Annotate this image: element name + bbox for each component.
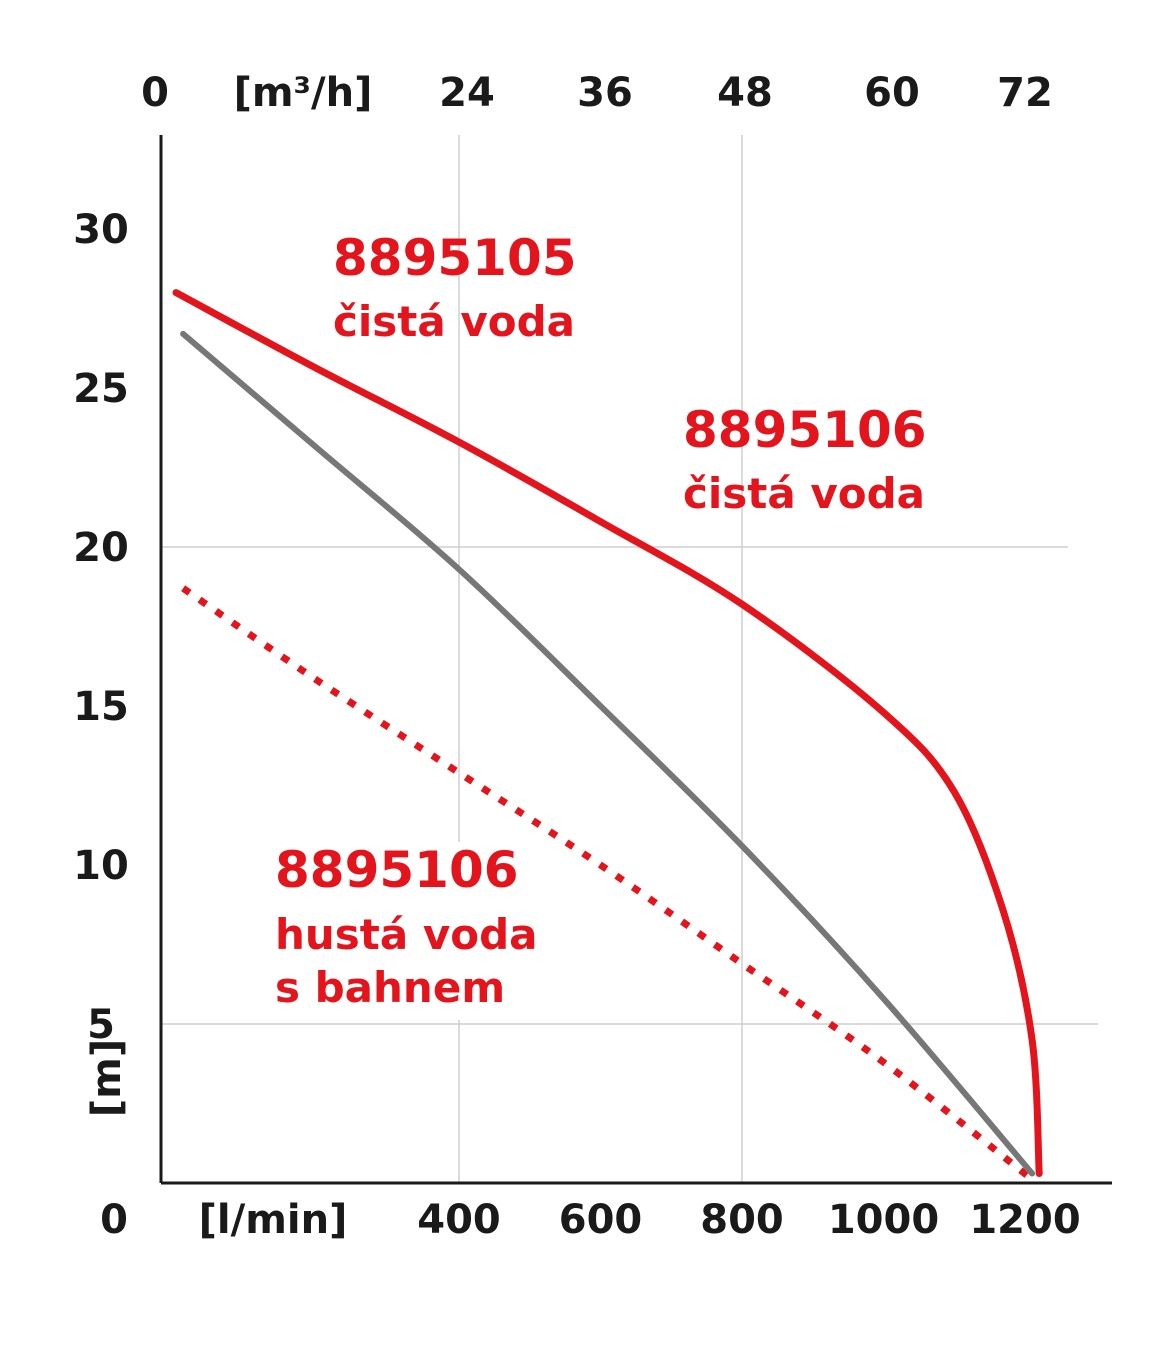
top-tick-48: 48 — [717, 70, 773, 116]
bottom-axis-unit-label: [l/min] — [199, 1197, 348, 1243]
bottom-axis-ticks: 400 600 800 1000 1200 — [417, 1197, 1080, 1243]
label-8895106-clean-desc: čistá voda — [683, 469, 925, 518]
y-tick-10: 10 — [73, 843, 129, 889]
top-axis-unit-label: [m³/h] — [234, 70, 373, 116]
top-tick-24: 24 — [439, 70, 495, 116]
label-8895105-desc: čistá voda — [333, 297, 575, 346]
y-tick-30: 30 — [73, 207, 129, 253]
label-8895106-muddy-desc-line2: s bahnem — [275, 963, 505, 1012]
bottom-tick-600: 600 — [559, 1197, 643, 1243]
bottom-tick-1000: 1000 — [828, 1197, 939, 1243]
top-tick-36: 36 — [577, 70, 633, 116]
y-tick-5: 5 — [87, 1002, 115, 1048]
bottom-tick-400: 400 — [417, 1197, 501, 1243]
top-tick-60: 60 — [864, 70, 920, 116]
top-axis-zero-label: 0 — [141, 70, 169, 116]
label-8895106-muddy-model: 8895106 — [275, 841, 519, 899]
y-axis-ticks: 5 10 15 20 25 30 — [73, 207, 129, 1048]
curve-8895106-muddy-water — [181, 585, 1031, 1180]
top-axis-ticks: 24 36 48 60 72 — [439, 70, 1053, 116]
label-8895106-muddy-desc-line1: hustá voda — [275, 910, 537, 959]
muddy-label-backdrop — [265, 842, 523, 1020]
bottom-axis-zero-label: 0 — [100, 1197, 128, 1243]
grid-lines — [161, 135, 1098, 1183]
y-tick-20: 20 — [73, 525, 129, 571]
y-tick-25: 25 — [73, 366, 129, 412]
y-axis-unit-label: [m] — [84, 1039, 130, 1117]
pump-curves — [172, 289, 1043, 1180]
label-8895106-clean-model: 8895106 — [683, 401, 927, 459]
bottom-tick-800: 800 — [700, 1197, 784, 1243]
top-tick-72: 72 — [997, 70, 1053, 116]
label-8895105-model: 8895105 — [333, 229, 577, 287]
curve-8895106-clean-water — [180, 330, 1036, 1177]
curve-8895105-clean-water — [172, 289, 1043, 1177]
y-tick-15: 15 — [73, 684, 129, 730]
bottom-tick-1200: 1200 — [969, 1197, 1080, 1243]
